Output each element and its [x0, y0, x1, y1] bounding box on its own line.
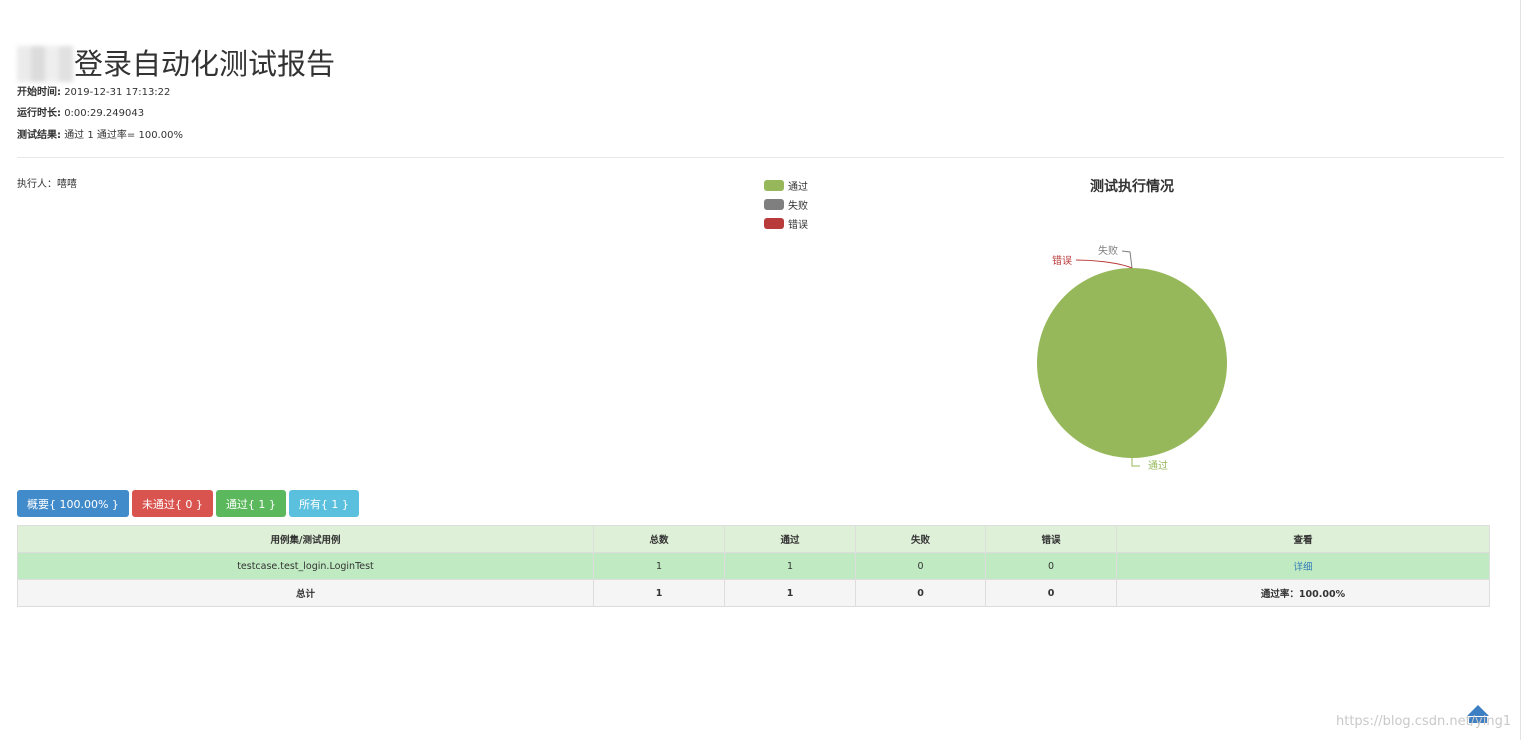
header-pass: 通过 [724, 525, 856, 553]
blurred-logo [17, 46, 73, 82]
pie-slice[interactable] [1037, 268, 1227, 458]
table-row[interactable]: testcase.test_login.LoginTest 1 1 0 0 详细 [17, 552, 1490, 580]
total-label: 总计 [17, 579, 594, 607]
suite-name: testcase.test_login.LoginTest [17, 552, 594, 580]
all-filter-button[interactable]: 所有{ 1 } [288, 490, 359, 517]
legend-item[interactable]: 失败 [764, 195, 808, 214]
test-result-label: 测试结果: [17, 130, 61, 141]
slice-label: 失败 [1098, 244, 1118, 257]
header-suite: 用例集/测试用例 [17, 525, 594, 553]
cell-pass: 1 [724, 552, 856, 580]
filter-buttons: 概要{ 100.00% } 未通过{ 0 } 通过{ 1 } 所有{ 1 } [17, 490, 359, 517]
legend-label: 失败 [788, 201, 808, 212]
legend-label: 通过 [788, 182, 808, 193]
header-error: 错误 [985, 525, 1117, 553]
duration-value: 0:00:29.249043 [64, 108, 145, 119]
result-table: 用例集/测试用例 总数 通过 失败 错误 查看 testcase.test_lo… [17, 525, 1490, 607]
back-to-top-button[interactable] [1466, 704, 1490, 728]
total-row: 总计 1 1 0 0 通过率：100.00% [17, 579, 1490, 607]
cell-fail: 0 [855, 552, 986, 580]
chart-title: 测试执行情况 [1090, 179, 1174, 195]
watermark: https://blog.csdn.net/ying1 [1336, 714, 1512, 729]
legend-swatch [764, 218, 784, 229]
duration: 运行时长: 0:00:29.249043 [17, 107, 144, 121]
legend-swatch [764, 180, 784, 191]
summary-button[interactable]: 概要{ 100.00% } [17, 490, 129, 517]
executor: 执行人：嘻嘻 [17, 179, 77, 190]
slice-label: 通过 [1148, 459, 1168, 472]
test-result-value: 通过 1 通过率= 100.00% [64, 130, 183, 141]
chart-legend: 通过 失败 错误 [764, 176, 808, 233]
total-pass: 1 [724, 579, 856, 607]
start-time-label: 开始时间: [17, 87, 61, 98]
legend-label: 错误 [788, 220, 808, 231]
cell-total: 1 [593, 552, 725, 580]
detail-link[interactable]: 详细 [1293, 562, 1313, 573]
header-fail: 失败 [855, 525, 986, 553]
table-header-row: 用例集/测试用例 总数 通过 失败 错误 查看 [17, 525, 1490, 553]
label-leader-line [1121, 250, 1133, 269]
legend-swatch [764, 199, 784, 210]
start-time-value: 2019-12-31 17:13:22 [64, 87, 171, 98]
slice-label: 错误 [1052, 254, 1072, 267]
passed-filter-button[interactable]: 通过{ 1 } [215, 490, 286, 517]
duration-label: 运行时长: [17, 108, 61, 119]
total-count: 1 [593, 579, 725, 607]
cell-error: 0 [985, 552, 1117, 580]
header-view: 查看 [1116, 525, 1490, 553]
header-total: 总数 [593, 525, 725, 553]
test-result: 测试结果: 通过 1 通过率= 100.00% [17, 129, 183, 143]
pass-rate: 通过率：100.00% [1116, 579, 1490, 607]
divider [17, 157, 1504, 158]
total-error: 0 [985, 579, 1117, 607]
label-leader-line [1075, 259, 1133, 269]
start-time: 开始时间: 2019-12-31 17:13:22 [17, 86, 170, 100]
cell-view: 详细 [1116, 552, 1490, 580]
legend-item[interactable]: 错误 [764, 214, 808, 233]
total-fail: 0 [855, 579, 986, 607]
up-arrow-icon [1467, 705, 1489, 723]
legend-item[interactable]: 通过 [764, 176, 808, 195]
failed-filter-button[interactable]: 未通过{ 0 } [131, 490, 213, 517]
label-leader-line [1131, 458, 1140, 467]
page-title: 登录自动化测试报告 [74, 47, 336, 81]
